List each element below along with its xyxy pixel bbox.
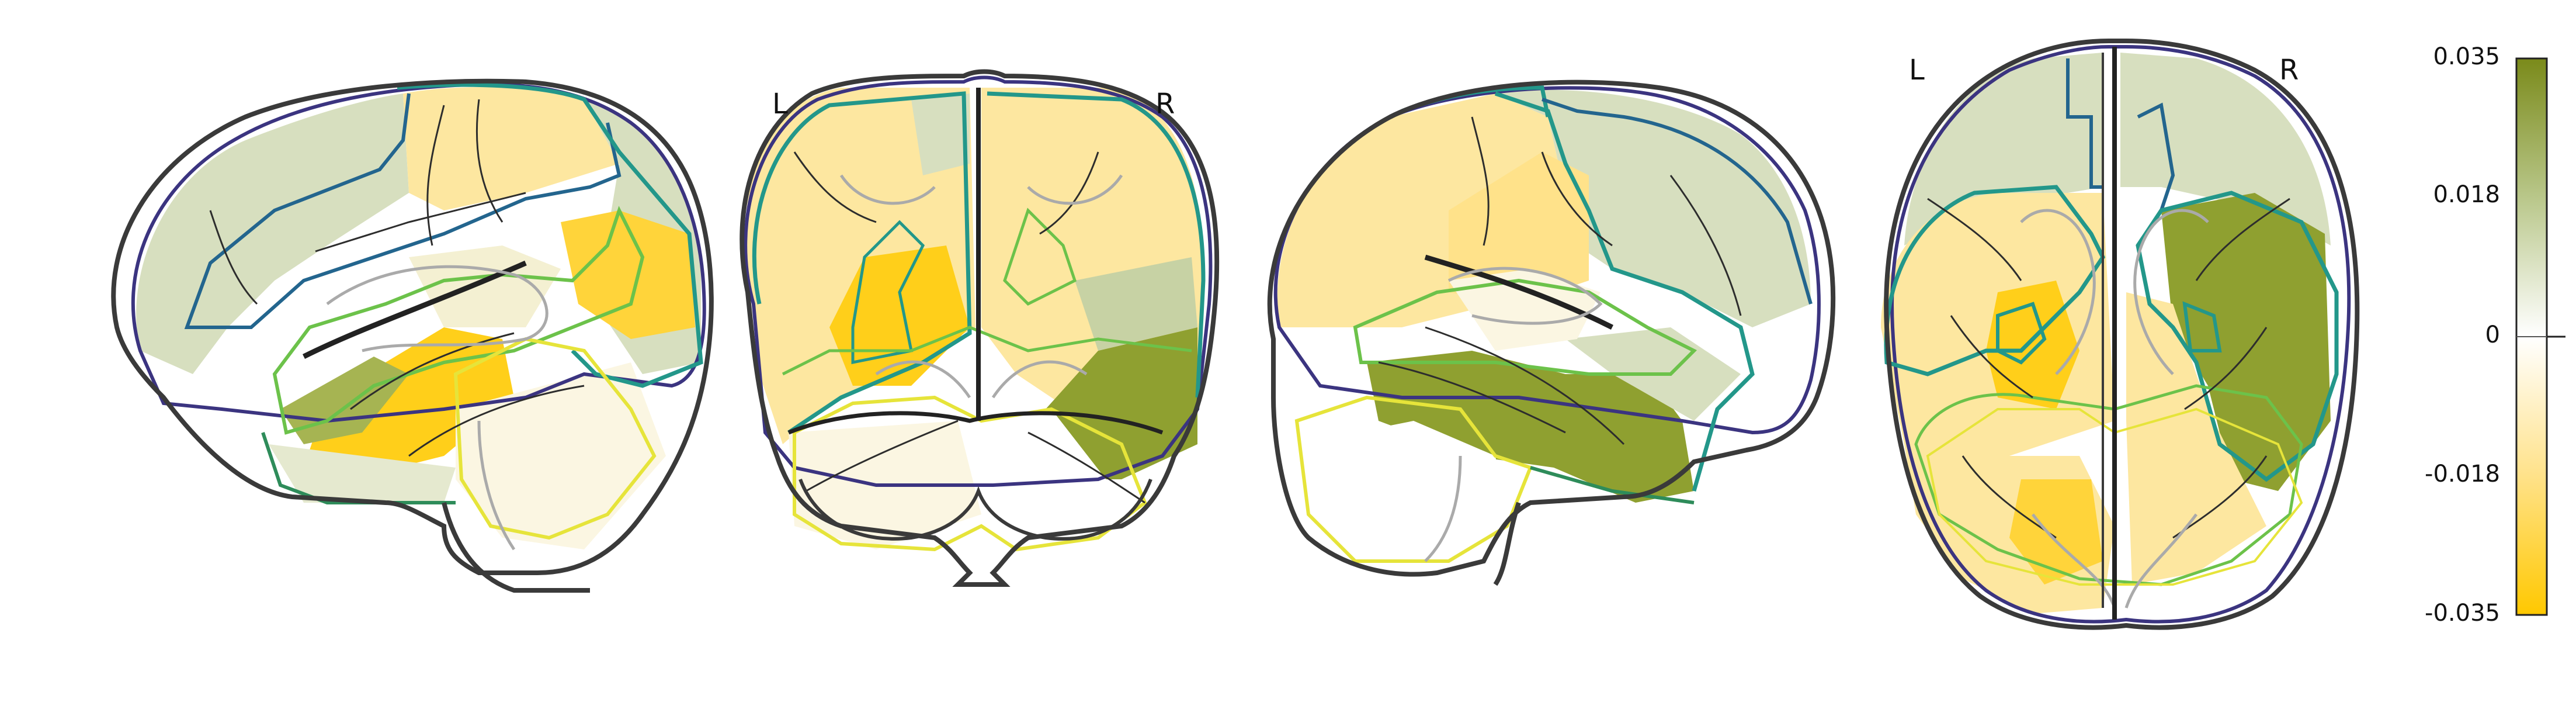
coronal-cerebellum-line: [787, 411, 1164, 435]
coronal-contour-green-left: [851, 220, 925, 365]
sulci-lines: [209, 99, 585, 457]
coronal-brain-outline: [740, 69, 1220, 587]
coronal-bottom-right-white: [981, 409, 1133, 549]
axial-contour-green: [1914, 384, 2303, 586]
axial-right-frontal-olive: [2120, 53, 2331, 245]
brainstem-outline: [442, 502, 590, 593]
axial-brain-outline: [1884, 39, 2360, 630]
rs-contour-yellow: [1294, 395, 1533, 563]
coronal-contour-green-mid: [782, 326, 1192, 376]
coronal-ventricles: [839, 174, 1123, 399]
rs-mid-yellow-patch: [1449, 152, 1589, 304]
brain-outline: [111, 78, 714, 575]
axial-view: [1881, 39, 2360, 630]
axial-right-olive-strong: [2161, 193, 2331, 491]
contour-yellow: [453, 337, 657, 540]
rs-parietal-olive-patch: [1495, 89, 1811, 327]
contour-blue: [184, 93, 622, 329]
coronal-lower-lobes: [799, 478, 1152, 541]
rs-temporal-olive-patch: [1367, 351, 1694, 503]
coronal-contour-purple: [744, 75, 1213, 487]
axial-left-frontal-olive: [1904, 53, 2103, 245]
axial-ventricles: [2020, 209, 2209, 608]
temporal-olive-patch: [280, 357, 409, 444]
ventricle-lines: [326, 265, 548, 551]
rs-brainstem-outline: [1493, 502, 1521, 586]
axial-right-center-yellow: [2126, 292, 2266, 585]
axial-contour-purple: [1890, 45, 2351, 624]
rs-contour-teal: [1494, 91, 1755, 492]
colorbar-tick-label: 0: [2485, 321, 2500, 348]
contour-teal: [397, 82, 703, 388]
contour-green: [272, 206, 645, 435]
axial-contour-blue: [2066, 58, 2175, 211]
rs-ventricles: [1424, 267, 1603, 562]
axial-left-label: L: [1909, 54, 1925, 87]
axial-posterior-strong-yellow: [2009, 479, 2103, 585]
lateral-sulcus: [302, 260, 527, 359]
parietal-region-patch: [403, 87, 619, 210]
colorbar-tick-label: -0.018: [2425, 461, 2500, 487]
axial-contour-teal-inner: [1996, 301, 2222, 365]
colorbar-tick-label: -0.035: [2425, 600, 2500, 627]
posterior-yellow-patch: [561, 210, 695, 339]
coronal-left-olive-light: [911, 94, 970, 175]
cerebellum-white-patch: [456, 362, 666, 549]
contour-dark-green: [261, 432, 456, 504]
frontal-region-patch: [136, 94, 409, 374]
inferior-temporal-light-patch: [269, 444, 456, 503]
coronal-contour-green-right: [1003, 208, 1077, 306]
coronal-contour-teal-right: [987, 91, 1206, 398]
rs-sulci: [1378, 116, 1742, 445]
coronal-sulci: [793, 151, 1145, 504]
coronal-left-label: L: [772, 88, 788, 120]
axial-contour-teal-right: [2136, 191, 2339, 482]
right-sagittal-view: [1267, 79, 1836, 586]
coronal-right-olive-strong: [1040, 327, 1197, 479]
left-sagittal-view: [111, 78, 714, 593]
coronal-view: [740, 69, 1220, 587]
coronal-right-label: R: [1155, 88, 1175, 120]
rs-brain-outline: [1267, 79, 1836, 577]
rs-contour-blue: [1542, 98, 1813, 305]
axial-right-label: R: [2279, 54, 2299, 87]
axial-contour-yellow: [1926, 407, 2303, 586]
rs-cerebellum-white: [1297, 421, 1507, 561]
rs-contour-green-right: [1530, 466, 1695, 504]
colorbar: [2515, 57, 2565, 616]
coronal-contour-teal: [752, 91, 972, 434]
colorbar-tick-label: 0.018: [2433, 181, 2500, 208]
colorbar-tick-label: 0.035: [2433, 43, 2500, 70]
coronal-right-olive-light: [1075, 257, 1197, 351]
